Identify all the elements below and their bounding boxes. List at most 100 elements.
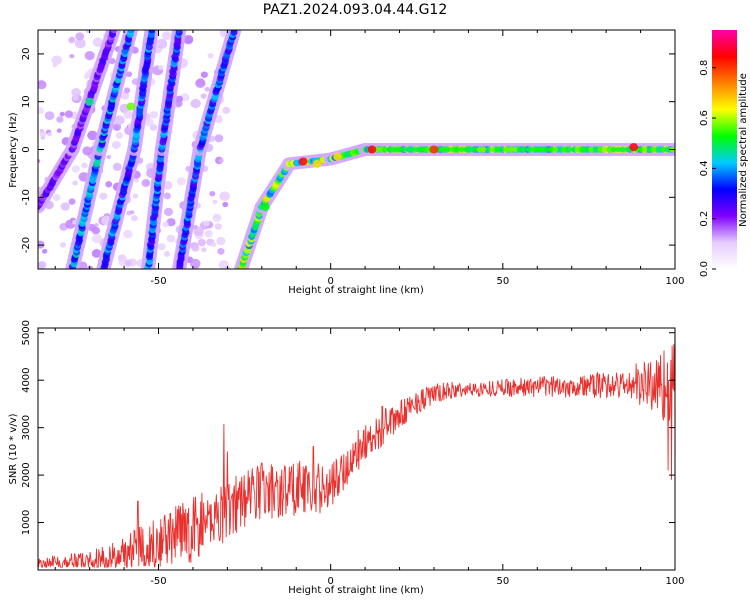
- heatmap-speckle: [163, 251, 171, 257]
- heatmap-speckle: [190, 98, 201, 109]
- y-tick-label: 3000: [21, 415, 32, 440]
- heatmap-speckle: [162, 180, 173, 190]
- heatmap-speckle: [82, 146, 93, 156]
- heatmap-speckle: [123, 229, 133, 239]
- snr-xlabel: Height of straight line (km): [288, 585, 424, 596]
- heatmap-speckle: [123, 87, 131, 94]
- colorbar-label: Normalized spectral amplitude: [738, 73, 749, 227]
- y-tick-label: 5000: [21, 320, 32, 345]
- heatmap-speckle: [75, 32, 85, 41]
- heatmap-speckle: [163, 207, 174, 217]
- heatmap-speckle: [183, 34, 194, 44]
- heatmap-ridge-1-core: [127, 30, 135, 34]
- heatmap-ridge-3-core: [175, 30, 183, 34]
- y-tick-label: 2000: [21, 462, 32, 487]
- heatmap-band: [570, 146, 577, 153]
- heatmap-speckle: [207, 52, 214, 59]
- heatmap-band: [413, 146, 420, 153]
- heatmap-speckle: [64, 110, 73, 118]
- heatmap-speckle: [157, 243, 166, 251]
- heatmap-speckle: [47, 131, 52, 137]
- heatmap-speckle: [41, 248, 48, 254]
- heatmap-speckle: [149, 110, 158, 119]
- heatmap-speckle: [214, 134, 224, 143]
- y-tick-label: -10: [21, 189, 32, 205]
- heatmap-speckle: [218, 158, 224, 163]
- x-tick-label: 100: [665, 276, 684, 287]
- heatmap-speckle: [214, 223, 222, 230]
- colorbar-tick-label: 0.4: [699, 160, 710, 176]
- colorbar: 0.0 0.2 0.4 0.6 0.8 Normalized spectral ampl…: [699, 30, 749, 277]
- heatmap-speckle: [200, 71, 208, 78]
- heatmap-band: [494, 146, 501, 153]
- heatmap-speckle: [115, 132, 123, 139]
- heatmap-speckle: [144, 118, 154, 127]
- heatmap-speckle: [72, 94, 79, 101]
- heatmap-band: [512, 146, 519, 153]
- heatmap-band: [610, 146, 617, 153]
- heatmap-speckle: [44, 111, 55, 120]
- heatmap-speckle: [203, 220, 210, 227]
- heatmap-speckle: [216, 236, 226, 246]
- heatmap-band: [561, 146, 568, 153]
- heatmap-speckle: [94, 223, 99, 228]
- heatmap-speckle: [81, 162, 88, 169]
- heatmap-band: [619, 146, 626, 153]
- heatmap-speckle: [212, 213, 222, 223]
- heatmap-speckle: [38, 261, 47, 269]
- heatmap-speckle: [114, 115, 125, 125]
- heatmap-speckle: [91, 233, 102, 244]
- heatmap-band: [588, 146, 595, 153]
- heatmap-speckle: [193, 226, 204, 237]
- heatmap-band: [566, 146, 572, 153]
- heatmap-speckle: [120, 91, 130, 100]
- heatmap-band: [422, 146, 429, 153]
- heatmap-band: [445, 146, 451, 153]
- y-tick-label: 10: [21, 95, 32, 108]
- heatmap-speckle: [38, 106, 45, 114]
- heatmap-speckle: [59, 111, 65, 117]
- heatmap-speckle: [211, 242, 217, 248]
- heatmap-band: [534, 146, 541, 153]
- heatmap-speckle: [56, 128, 62, 133]
- heatmap-hotspot: [629, 143, 639, 152]
- colorbar-tick-label: 0.0: [699, 261, 710, 277]
- x-tick-label: 50: [496, 576, 509, 587]
- heatmap-band: [458, 146, 465, 153]
- heatmap-speckle: [84, 51, 95, 61]
- heatmap-band: [489, 146, 496, 153]
- heatmap-ridge-2-core: [148, 30, 156, 34]
- heatmap-speckle: [219, 191, 230, 202]
- heatmap-speckle: [123, 110, 133, 119]
- heatmap-band: [449, 146, 456, 153]
- colorbar-bar: [712, 30, 737, 269]
- heatmap-band: [637, 146, 644, 153]
- heatmap-band: [418, 146, 425, 153]
- heatmap-band: [404, 146, 411, 153]
- heatmap-band: [476, 146, 483, 153]
- heatmap-band: [583, 146, 590, 153]
- heatmap-speckle: [69, 53, 75, 59]
- heatmap-band: [382, 146, 389, 153]
- heatmap-speckle: [161, 31, 172, 41]
- heatmap-speckle: [60, 242, 67, 248]
- heatmap-speckle: [51, 55, 62, 65]
- heatmap-band: [646, 146, 653, 153]
- heatmap-band: [463, 146, 469, 153]
- snr-frame: [37, 327, 676, 571]
- colorbar-ticks: 0.0 0.2 0.4 0.6 0.8: [699, 60, 716, 277]
- heatmap-speckle: [39, 130, 47, 137]
- heatmap-band: [481, 146, 487, 153]
- heatmap-band: [539, 146, 545, 153]
- heatmap-band: [592, 146, 599, 153]
- heatmap-band: [387, 146, 393, 153]
- heatmap-band: [597, 146, 604, 153]
- snr-ticks: -50 0 50 100 1000 2000 3000 4000 5000: [21, 320, 685, 587]
- heatmap-speckle: [38, 80, 47, 90]
- heatmap-speckle: [131, 215, 138, 222]
- heatmap-speckle: [56, 116, 64, 123]
- snr-series-line: [38, 328, 675, 569]
- heatmap-band: [395, 146, 402, 153]
- heatmap-speckle: [71, 165, 80, 173]
